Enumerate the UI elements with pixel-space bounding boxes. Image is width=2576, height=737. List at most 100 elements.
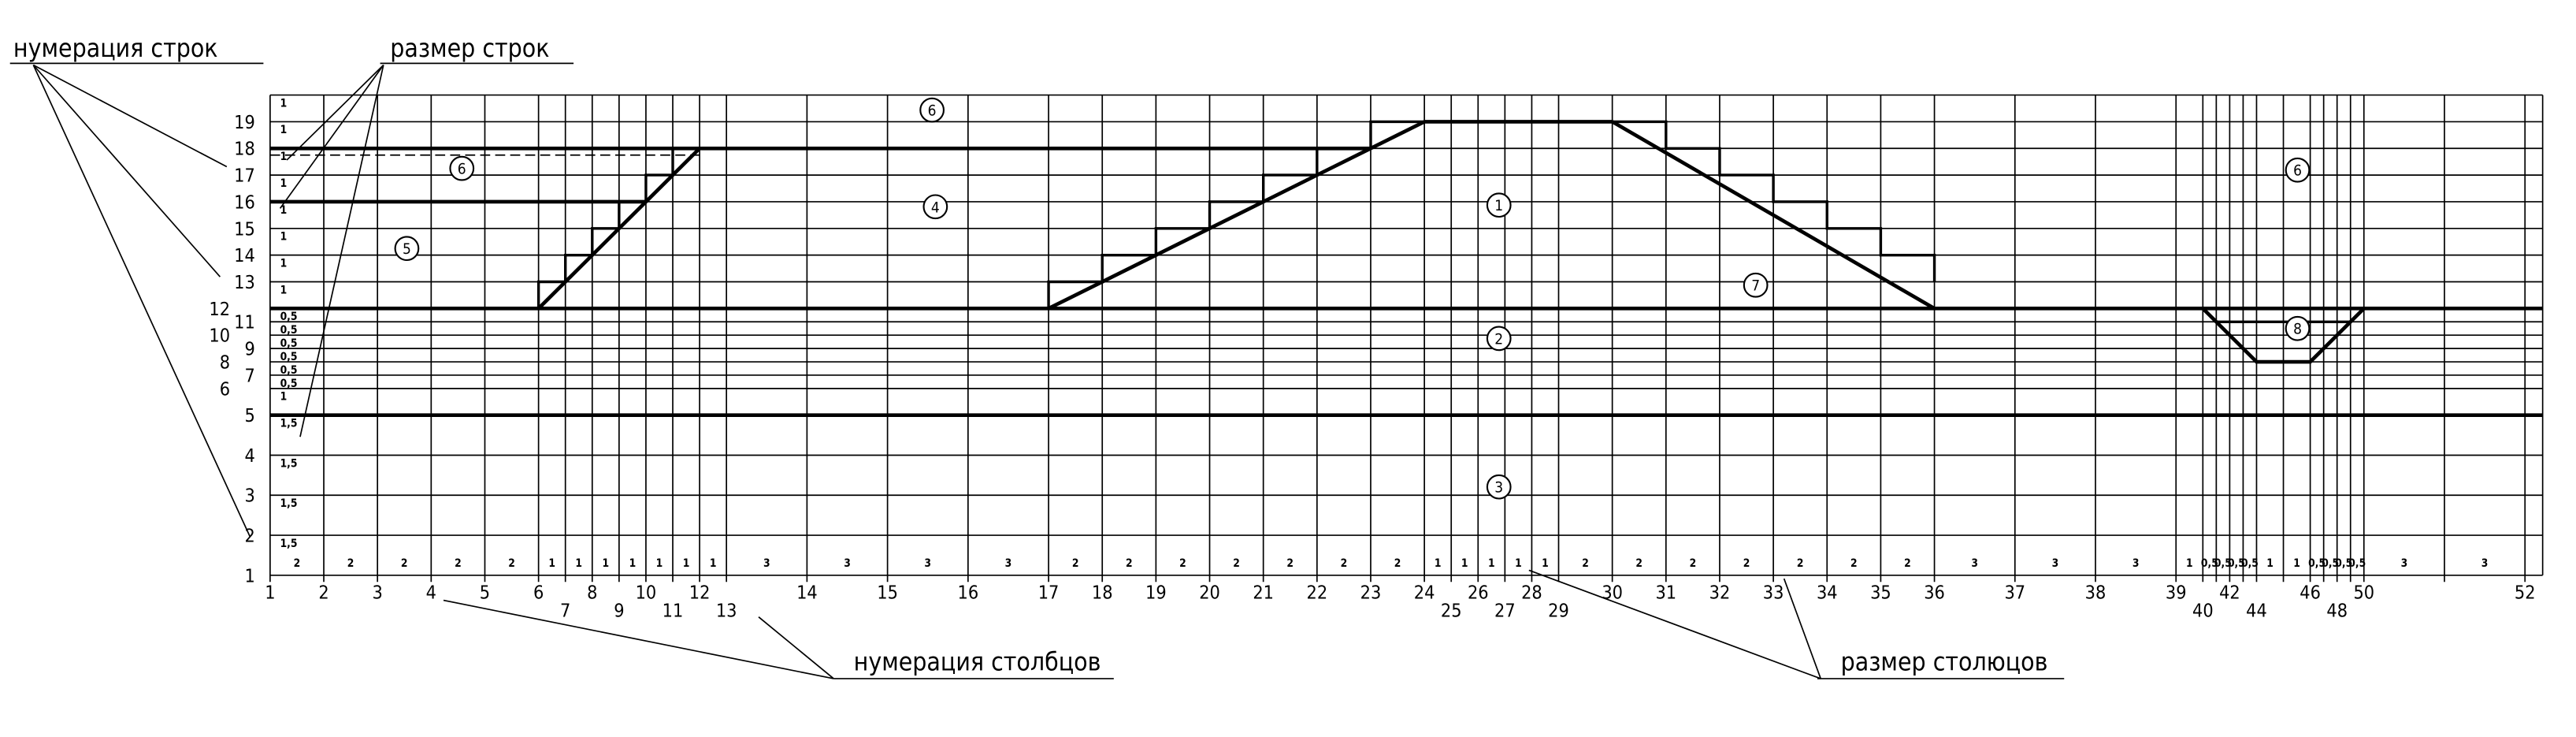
stairs: [1612, 120, 1936, 282]
column-number: 38: [2085, 582, 2106, 603]
row-size: 1: [280, 257, 288, 270]
column-number: 39: [2166, 582, 2187, 603]
column-size-label: размер столюцов: [1841, 648, 2048, 676]
region-number: 6: [2293, 162, 2302, 180]
column-numbering-label: нумерация столбцов: [854, 648, 1101, 676]
row-size: 0,5: [280, 378, 298, 390]
region-number: 7: [1751, 277, 1760, 295]
column-size: 1: [2266, 557, 2273, 570]
column-size: 1: [1542, 557, 1549, 570]
column-size: 0,5: [2241, 557, 2259, 570]
column-number: 25: [1441, 601, 1462, 622]
region-number: 1: [1494, 197, 1503, 214]
column-size: 3: [924, 557, 931, 570]
row-number: 15: [234, 218, 255, 240]
row-number: 16: [234, 192, 255, 213]
stairs: [1047, 120, 1425, 309]
column-size: 1: [2186, 557, 2193, 570]
column-size: 1: [548, 557, 555, 570]
column-number: 30: [1602, 582, 1623, 603]
region-number: 4: [931, 199, 940, 216]
column-number: 7: [560, 601, 570, 622]
column-size: 1: [1515, 557, 1522, 570]
region-number: 3: [1494, 479, 1503, 497]
column-size: 2: [1743, 557, 1750, 570]
column-number: 29: [1548, 601, 1569, 622]
row-size: 1: [280, 177, 288, 190]
column-number: 22: [1307, 582, 1328, 603]
column-size: 3: [2052, 557, 2059, 570]
column-size: 1: [656, 557, 663, 570]
column-size: 2: [1126, 557, 1133, 570]
row-number: 12: [209, 299, 230, 320]
row-number: 3: [244, 486, 254, 507]
column-number: 35: [1870, 582, 1891, 603]
column-size: 3: [1005, 557, 1012, 570]
region-circle: [2285, 315, 2311, 341]
leader: [32, 65, 251, 538]
column-number: 18: [1092, 582, 1113, 603]
column-number: 52: [2515, 582, 2536, 603]
leader: [1528, 569, 1821, 679]
column-number: 26: [1468, 582, 1489, 603]
region-circle: [2285, 157, 2311, 183]
row-number: 10: [209, 326, 230, 347]
column-size: 3: [2401, 557, 2408, 570]
region-number: 2: [1494, 330, 1503, 348]
column-number: 1: [265, 582, 275, 603]
row-size: 0,5: [280, 364, 298, 377]
leader: [1783, 578, 1822, 679]
column-number: 9: [614, 601, 624, 622]
row-size: 0,5: [280, 351, 298, 363]
row-size: 1,5: [280, 538, 298, 550]
region-circle: [922, 194, 948, 220]
region-number: 5: [403, 240, 411, 258]
column-size: 2: [1797, 557, 1804, 570]
column-number: 4: [426, 582, 436, 603]
column-size: 0,5: [2228, 557, 2245, 570]
column-number: 8: [587, 582, 597, 603]
column-size: 2: [1582, 557, 1589, 570]
column-size: 0,5: [2214, 557, 2232, 570]
column-size: 2: [401, 557, 408, 570]
row-size: 1,5: [280, 497, 298, 510]
column-size: 2: [294, 557, 301, 570]
column-size: 0,5: [2201, 557, 2218, 570]
column-number: 46: [2299, 582, 2321, 603]
column-number: 17: [1038, 582, 1060, 603]
column-number: 50: [2353, 582, 2374, 603]
column-size: 1: [2293, 557, 2300, 570]
leader: [758, 616, 834, 679]
row-size: 1: [280, 284, 288, 296]
column-number: 44: [2246, 601, 2267, 622]
leader: [32, 64, 228, 168]
column-number: 34: [1817, 582, 1838, 603]
column-number: 19: [1145, 582, 1167, 603]
column-size: 2: [1072, 557, 1079, 570]
column-number: 40: [2192, 601, 2214, 622]
column-size: 2: [1341, 557, 1348, 570]
column-number: 37: [2004, 582, 2025, 603]
row-size-label: размер строк: [390, 35, 549, 63]
row-size: 1,5: [280, 457, 298, 470]
column-number: 32: [1709, 582, 1731, 603]
column-number: 13: [716, 601, 737, 622]
column-size: 1: [603, 557, 610, 570]
leader: [286, 64, 384, 161]
column-size: 3: [844, 557, 851, 570]
column-size: 0,5: [2348, 557, 2366, 570]
row-number: 8: [220, 352, 230, 374]
column-number: 31: [1655, 582, 1676, 603]
row-number: 2: [244, 526, 254, 547]
column-size: 3: [2481, 557, 2489, 570]
column-size: 1: [1488, 557, 1495, 570]
column-number: 27: [1494, 601, 1516, 622]
column-size: 1: [1435, 557, 1442, 570]
column-number: 16: [958, 582, 979, 603]
region-number: 6: [928, 102, 937, 120]
column-number: 36: [1924, 582, 1945, 603]
row-number: 18: [234, 139, 255, 160]
column-size: 0,5: [2322, 557, 2339, 570]
column-size: 2: [1904, 557, 1911, 570]
